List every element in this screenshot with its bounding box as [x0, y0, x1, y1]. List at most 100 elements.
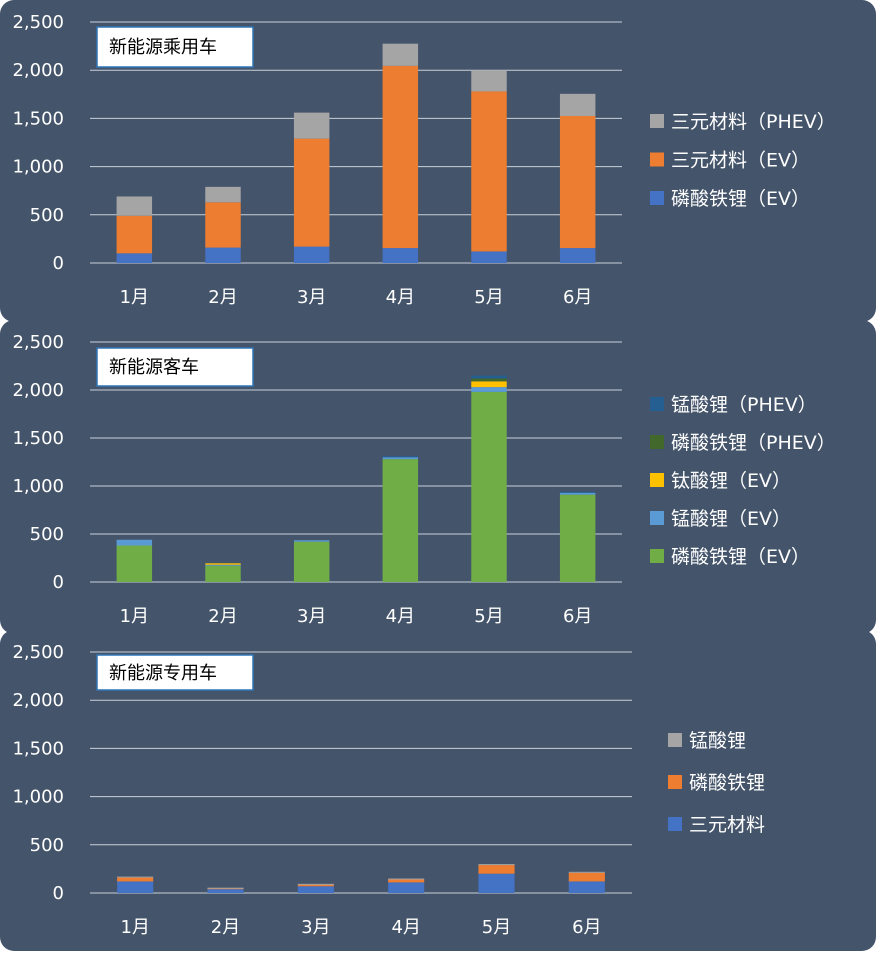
y-tick-label: 1,000 — [12, 476, 64, 497]
bar-segment — [293, 138, 330, 247]
y-tick-label: 500 — [30, 835, 64, 856]
legend-label: 钛酸锂（EV） — [671, 470, 791, 492]
bar-segment — [297, 883, 334, 885]
y-tick-label: 2,000 — [12, 690, 64, 711]
legend-swatch — [668, 775, 682, 789]
legend-swatch — [668, 733, 682, 747]
legend-swatch — [650, 152, 664, 167]
x-tick-label: 3月 — [297, 287, 326, 308]
bar-segment — [117, 881, 154, 893]
y-tick-label: 2,500 — [12, 332, 64, 353]
x-tick-label: 1月 — [120, 287, 149, 308]
bar-segment — [207, 887, 244, 889]
x-tick-label: 4月 — [391, 917, 420, 938]
bar-segment — [382, 248, 419, 263]
bar-segment — [116, 539, 153, 546]
y-tick-label: 2,500 — [12, 12, 64, 33]
bar-segment — [471, 70, 507, 92]
bus-chart: 新能源客车 0 500 1,000 1,500 2,000 2,500 1月 2月 3月 4月 5月… — [12, 332, 836, 627]
bar-segment — [382, 43, 419, 66]
bar-segment — [559, 494, 596, 582]
bar-segment — [471, 91, 507, 252]
bar-segment — [205, 186, 241, 203]
x-tick-label: 3月 — [297, 606, 326, 627]
bar-segment — [559, 492, 596, 495]
y-tick-label: 0 — [53, 883, 64, 904]
legend-label: 锰酸锂 — [689, 730, 746, 752]
chart-title: 新能源客车 — [109, 357, 199, 378]
bar-segment — [297, 886, 334, 893]
bar-segment — [117, 877, 154, 882]
x-tick-label: 3月 — [301, 917, 330, 938]
legend-swatch — [650, 473, 664, 487]
y-tick-label: 2,000 — [12, 60, 64, 81]
y-tick-label: 1,000 — [12, 157, 64, 178]
bar-segment — [293, 246, 330, 263]
bar-segment — [559, 248, 596, 263]
bar-segment — [205, 564, 241, 566]
bar-segment — [382, 456, 419, 458]
legend-swatch — [650, 397, 664, 411]
legend-label: 锰酸锂（EV） — [671, 508, 791, 530]
legend-label: 三元材料 — [689, 814, 765, 836]
y-tick-label: 2,000 — [12, 380, 64, 401]
legend-swatch — [650, 191, 664, 205]
legend-swatch — [668, 817, 682, 831]
x-tick-label: 4月 — [386, 287, 415, 308]
legend-label: 磷酸铁锂（EV） — [671, 546, 810, 568]
chart-title: 新能源乘用车 — [109, 37, 217, 58]
x-tick-label: 5月 — [474, 287, 503, 308]
special-vehicle-chart-panel: 新能源专用车 0 500 1,000 1,500 2,000 2,500 1月 2月 3月 4月 5… — [0, 630, 876, 951]
passenger-car-chart: 新能源乘用车 0 500 1,000 1,500 2,000 2,500 1月 2月 3月 4月 5… — [12, 12, 835, 308]
legend-label: 磷酸铁锂（EV） — [671, 188, 810, 210]
x-tick-label: 1月 — [120, 917, 149, 938]
special-vehicle-chart: 新能源专用车 0 500 1,000 1,500 2,000 2,500 1月 2月 3月 4月 5… — [12, 642, 765, 938]
bar-segment — [471, 251, 507, 263]
legend-label: 三元材料（EV） — [671, 150, 810, 172]
y-tick-label: 1,000 — [12, 787, 64, 808]
legend-swatch — [650, 114, 664, 128]
bus-chart-panel: 新能源客车 0 500 1,000 1,500 2,000 2,500 1月 2月 3月 4月 5月… — [0, 320, 876, 634]
bar-segment — [471, 387, 507, 392]
legend-label: 磷酸铁锂（PHEV） — [671, 432, 836, 454]
bar-segment — [297, 884, 334, 887]
x-tick-label: 2月 — [211, 917, 240, 938]
y-tick-label: 1,500 — [12, 738, 64, 759]
legend-swatch — [650, 549, 664, 563]
bar-segment — [478, 865, 515, 874]
bar-segment — [471, 378, 507, 382]
passenger-car-chart-panel: 新能源乘用车 0 500 1,000 1,500 2,000 2,500 1月 2月 3月 4月 5… — [0, 0, 876, 322]
x-tick-label: 2月 — [208, 287, 237, 308]
bar-segment — [388, 878, 425, 880]
bar-segment — [382, 459, 419, 582]
bar-segment — [117, 876, 154, 878]
bar-segment — [478, 873, 515, 893]
x-tick-label: 4月 — [386, 606, 415, 627]
bar-segment — [293, 112, 330, 139]
bar-segment — [471, 391, 507, 582]
legend-label: 锰酸锂（PHEV） — [671, 394, 817, 416]
y-tick-label: 500 — [30, 205, 64, 226]
bar-segment — [382, 65, 419, 249]
y-tick-label: 1,500 — [12, 108, 64, 129]
y-tick-label: 500 — [30, 524, 64, 545]
x-tick-label: 6月 — [572, 917, 601, 938]
bar-segment — [293, 541, 330, 582]
bar-segment — [559, 491, 596, 493]
x-tick-label: 1月 — [120, 606, 149, 627]
chart-title-box — [96, 26, 254, 68]
bar-segment — [116, 545, 153, 582]
bar-segment — [559, 115, 596, 249]
x-tick-label: 2月 — [208, 606, 237, 627]
legend-swatch — [650, 435, 664, 449]
y-tick-label: 0 — [53, 572, 64, 593]
chart-title-box — [96, 347, 254, 387]
bar-segment — [207, 889, 244, 893]
bar-segment — [116, 253, 153, 263]
bar-segment — [205, 565, 241, 582]
x-tick-label: 6月 — [563, 606, 592, 627]
bar-segment — [388, 882, 425, 893]
bar-segment — [478, 864, 515, 866]
bar-segment — [471, 375, 507, 379]
bar-segment — [559, 93, 596, 116]
